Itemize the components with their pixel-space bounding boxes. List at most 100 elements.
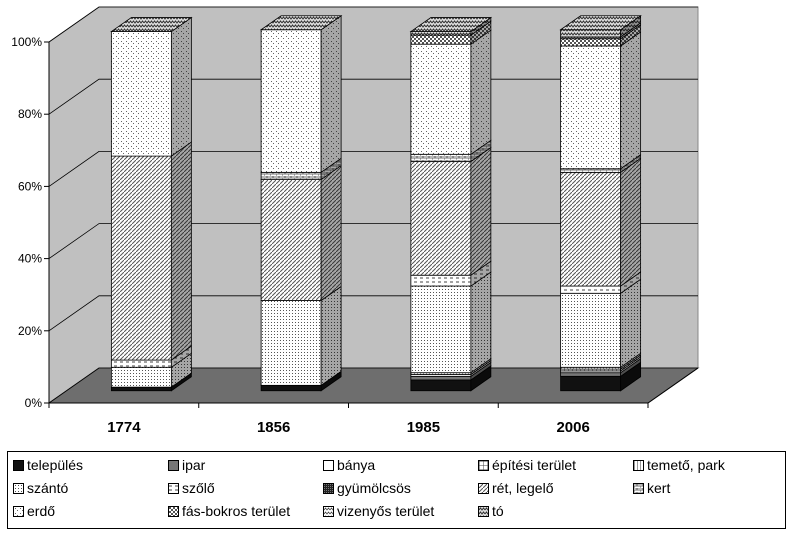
gridline	[48, 295, 698, 332]
legend-swatch	[633, 459, 644, 471]
legend-item: bánya	[323, 456, 375, 474]
bar-segment	[560, 285, 622, 294]
bar-stack-1856	[259, 14, 343, 392]
legend-label: erdő	[27, 503, 56, 519]
bar-segment	[410, 379, 472, 392]
legend-label: gyümölcsös	[337, 480, 411, 496]
bar-top	[110, 17, 193, 32]
bar-segment-side-shade	[620, 158, 641, 287]
legend-item: temető, park	[633, 456, 725, 474]
bar-segment	[110, 386, 172, 392]
legend-label: kert	[647, 480, 671, 496]
bar-segment	[410, 31, 472, 36]
bar-segment-side-shade	[620, 272, 641, 294]
bar-segment-side-shade	[470, 261, 491, 287]
bar-segment	[410, 161, 472, 276]
bar-segment-side-shade	[620, 279, 641, 368]
legend-item: gyümölcsös	[323, 479, 411, 497]
bars	[110, 14, 642, 392]
y-tick-label: 0%	[25, 396, 43, 410]
legend-item: kert	[633, 479, 670, 497]
x-tick-label: 1774	[107, 419, 141, 436]
bar-segment	[410, 274, 472, 287]
x-tick-label: 2006	[556, 419, 589, 436]
bar-segment	[410, 153, 472, 162]
legend-swatch	[323, 459, 334, 471]
bar-segment-side-shade	[321, 371, 342, 391]
bar-segment	[560, 168, 622, 173]
legend-item: ipar	[168, 456, 205, 474]
legend-label: építési terület	[492, 457, 577, 473]
legend-swatch	[478, 459, 489, 471]
bar-segment	[260, 300, 322, 386]
legend-swatch	[633, 482, 644, 494]
legend-swatch	[323, 482, 334, 494]
bar-segment-side-shade	[321, 286, 342, 386]
bar-top	[559, 15, 642, 31]
bar-segment	[560, 29, 622, 38]
legend-item: szőlő	[168, 479, 215, 497]
bar-segment	[260, 179, 322, 301]
legend-swatch	[168, 459, 179, 471]
bar-segment	[110, 155, 172, 361]
y-axis: 0% 20% 40% 60% 80% 100%	[11, 35, 50, 410]
bar-segment	[110, 31, 172, 157]
legend-label: tó	[492, 503, 504, 519]
legend-label: vizenyős terület	[337, 503, 435, 519]
y-tick-label: 100%	[11, 35, 42, 49]
y-tick-label: 60%	[18, 179, 42, 193]
bar-segment	[260, 171, 322, 180]
legend-label: temető, park	[647, 457, 725, 473]
legend-label: rét, legelő	[492, 480, 554, 496]
bar-segment-side-shade	[171, 17, 192, 157]
bar-segment-side-shade	[470, 362, 491, 380]
bar-segment	[560, 45, 622, 170]
bar-segment-side-shade	[470, 21, 491, 45]
legend-item: rét, legelő	[478, 479, 553, 497]
legend-item: település	[13, 456, 83, 474]
bar-top	[409, 17, 493, 32]
bar-segment-side-shade	[470, 17, 491, 36]
legend-swatch	[13, 482, 24, 494]
legend-swatch	[478, 505, 489, 517]
bar-segment	[260, 29, 322, 173]
bar-segment-side-shade	[470, 272, 491, 373]
bar-stack-1985	[409, 16, 493, 392]
gridline	[48, 223, 698, 259]
x-axis: 1774 1856 1985 2006	[48, 367, 699, 436]
x-tick-label: 1856	[257, 419, 290, 436]
bar-segment	[260, 384, 322, 392]
gridline	[48, 367, 698, 404]
legend-label: szántó	[27, 480, 69, 496]
gridline	[48, 6, 698, 43]
legend-label: ipar	[182, 457, 206, 473]
bar-segment-side-shade	[321, 158, 342, 180]
y-tick-label: 80%	[18, 107, 42, 121]
bar-segment	[560, 38, 622, 47]
gridline	[48, 150, 698, 187]
bar-segment	[560, 171, 622, 287]
bar-segment	[560, 372, 622, 377]
bar-segment-side-shade	[470, 147, 491, 276]
bar-segment-side-shade	[470, 140, 491, 162]
bar-segment-side-shade	[171, 346, 192, 368]
bar-segment-side-shade	[171, 373, 192, 391]
y-tick-label: 20%	[18, 324, 42, 338]
legend-item: vizenyős terület	[323, 502, 434, 520]
legend-swatch	[13, 505, 24, 517]
stacked-bar-chart: 0% 20% 40% 60% 80% 100% 1774 1856 1985 2006	[11, 6, 700, 436]
bar-segment-side-shade	[620, 31, 641, 169]
bar-segment	[410, 43, 472, 155]
bar-segment-side-shade	[620, 154, 641, 173]
legend-item: építési terület	[478, 456, 576, 474]
gridline	[48, 78, 698, 115]
y-tick-label: 40%	[18, 252, 42, 266]
bar-segment	[110, 366, 172, 388]
legend-item: erdő	[13, 502, 55, 520]
bar-segment-side-shade	[470, 30, 491, 155]
legend-item: tó	[478, 502, 504, 520]
gridlines	[48, 6, 698, 404]
bar-top	[259, 15, 343, 31]
legend-swatch	[323, 505, 334, 517]
x-tick-label: 1985	[407, 419, 440, 436]
